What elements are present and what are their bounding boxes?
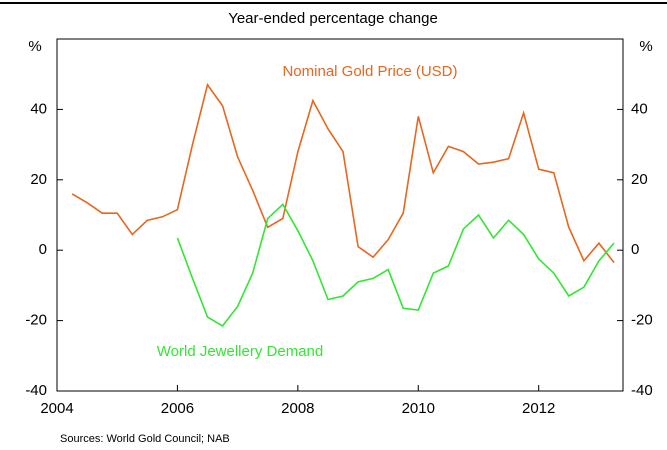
y2-tick-label: 40 (631, 100, 648, 117)
y-tick-label: -20 (25, 312, 47, 329)
y2-tick-label: 20 (631, 171, 648, 188)
x-tick-label: 2010 (402, 400, 435, 417)
y-tick-label: 40 (30, 100, 47, 117)
y-tick-label: -40 (25, 382, 47, 399)
y2-tick-label: -20 (631, 312, 653, 329)
series-label: Nominal Gold Price (USD) (282, 63, 457, 80)
y-axis-label: % (28, 38, 41, 55)
series-label: World Jewellery Demand (157, 343, 323, 360)
y2-axis-label: % (639, 38, 652, 55)
plot-frame (56, 38, 624, 392)
x-tick-label: 2006 (161, 400, 194, 417)
y2-tick-label: 0 (631, 241, 639, 258)
x-tick-label: 2008 (281, 400, 314, 417)
y2-tick-label: -40 (631, 382, 653, 399)
series-line (176, 203, 615, 327)
chart-title: Year-ended percentage change (228, 10, 438, 27)
y-tick-label: 0 (39, 241, 47, 258)
y-tick-label: 20 (30, 171, 47, 188)
x-tick-label: 2012 (522, 400, 555, 417)
series-line (71, 82, 615, 263)
x-tick-label: 2004 (40, 400, 73, 417)
source-note: Sources: World Gold Council; NAB (60, 433, 230, 445)
